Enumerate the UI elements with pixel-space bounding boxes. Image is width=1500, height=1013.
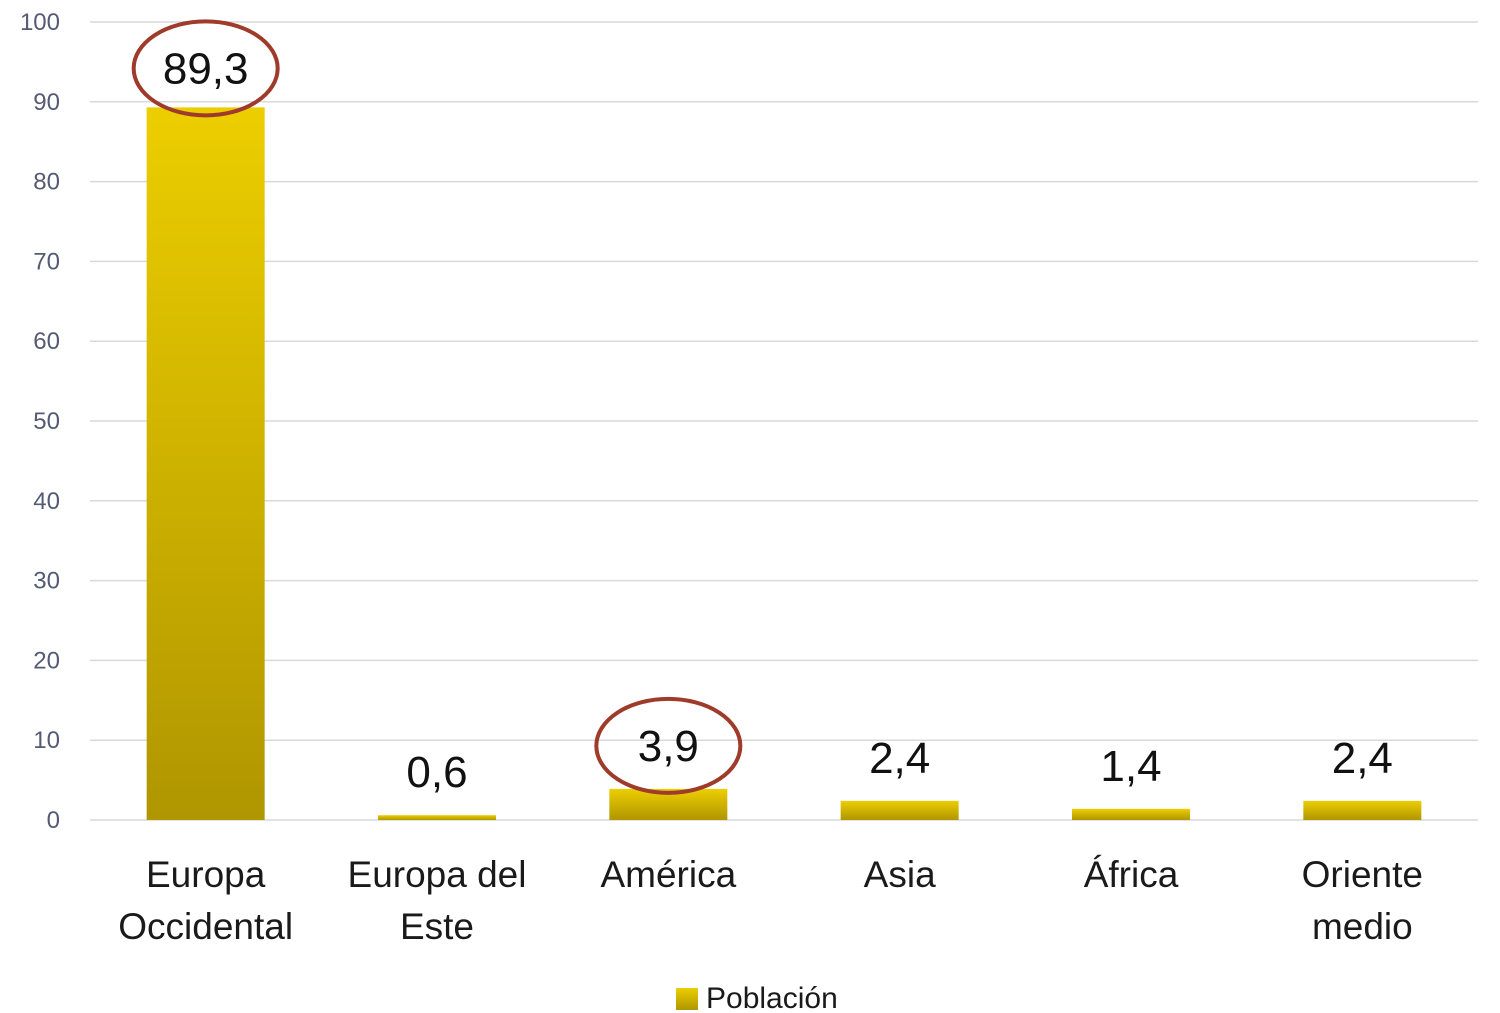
legend: Población [676, 982, 838, 1013]
category-label: África [1084, 854, 1179, 895]
data-label: 0,6 [406, 748, 467, 797]
y-tick-label: 40 [33, 488, 60, 515]
y-tick-label: 60 [33, 328, 60, 355]
category-label: Europa Occidental [118, 854, 293, 947]
data-label: 2,4 [1332, 734, 1393, 783]
y-tick-label: 20 [33, 647, 60, 674]
y-tick-label: 70 [33, 248, 60, 275]
bar [1303, 800, 1422, 820]
data-label: 3,9 [638, 722, 699, 771]
bars [146, 107, 1422, 821]
y-tick-label: 100 [20, 9, 60, 36]
y-tick-label: 80 [33, 169, 60, 196]
bar [840, 800, 959, 820]
data-label: 89,3 [163, 44, 249, 93]
highlight-ring [131, 19, 280, 118]
x-axis-categories: Europa Occidental Europa del Este América Asi… [118, 854, 1423, 947]
y-tick-label: 0 [47, 807, 60, 834]
y-tick-label: 30 [33, 568, 60, 595]
legend-label: Población [706, 982, 838, 1013]
category-label: América [600, 854, 736, 895]
category-label: Asia [864, 854, 936, 895]
bar [1072, 808, 1190, 820]
data-label: 2,4 [869, 734, 930, 783]
y-axis-ticks: 0 10 20 30 40 50 60 70 80 90 100 [20, 9, 60, 834]
highlight-ring [594, 696, 743, 795]
category-label: Oriente medio [1302, 854, 1423, 947]
y-tick-label: 10 [33, 727, 60, 754]
y-tick-label: 50 [33, 408, 60, 435]
bar [146, 107, 265, 821]
y-tick-label: 90 [33, 89, 60, 116]
category-label: Europa del Este [348, 854, 527, 947]
highlight-rings [131, 19, 743, 795]
data-label: 1,4 [1100, 742, 1161, 791]
legend-swatch [676, 988, 698, 1010]
gridlines [90, 21, 1478, 821]
bar [378, 815, 496, 820]
data-labels: 89,3 0,6 3,9 2,4 1,4 2,4 [163, 44, 1393, 797]
